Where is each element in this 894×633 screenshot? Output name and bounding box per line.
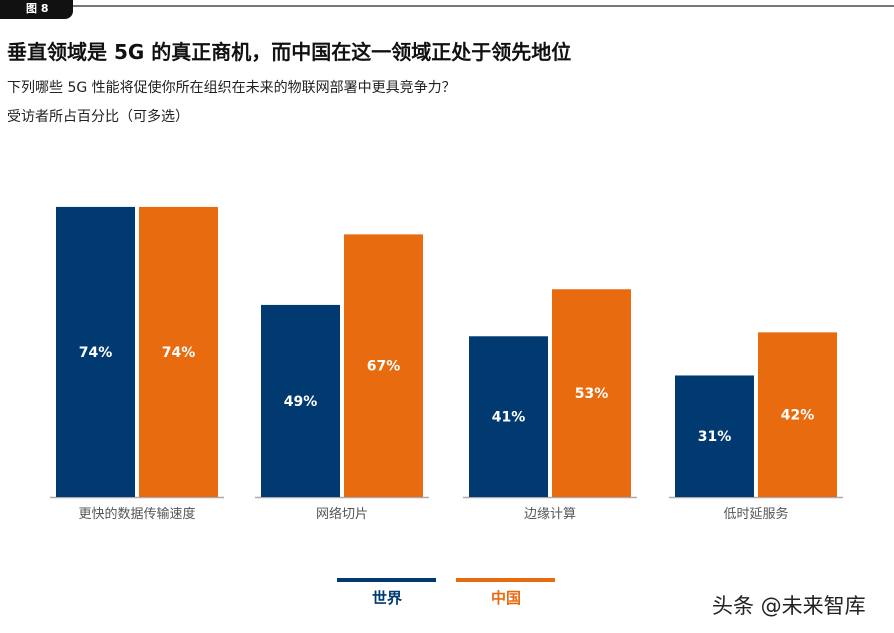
figure-label: 图 8 (0, 0, 73, 19)
chart-subtitle: 下列哪些 5G 性能将促使你所在组织在未来的物联网部署中更具竞争力？ (7, 80, 456, 96)
bar (552, 289, 631, 497)
bar (344, 234, 423, 498)
bar (469, 336, 548, 497)
bar (261, 304, 340, 497)
category-label: 网络切片 (316, 506, 368, 522)
category-label: 更快的数据传输速度 (78, 506, 195, 522)
data-label: 31% (698, 429, 732, 445)
bar (758, 332, 837, 497)
data-label: 53% (575, 386, 609, 402)
data-label: 67% (367, 359, 401, 375)
bar (139, 206, 218, 498)
category-label: 低时延服务 (723, 506, 788, 522)
data-label: 49% (284, 394, 318, 410)
data-label: 41% (492, 410, 526, 426)
watermark: 头条 @未来智库 (712, 594, 866, 618)
data-label: 74% (79, 345, 113, 361)
legend-label: 世界 (372, 589, 402, 607)
bar (675, 375, 754, 497)
header-rule (73, 5, 894, 7)
legend-label: 中国 (491, 589, 521, 607)
chart-note: 受访者所占百分比（可多选） (7, 109, 189, 125)
bar (56, 206, 135, 498)
data-label: 74% (162, 345, 196, 361)
chart-title: 垂直领域是 5G 的真正商机，而中国在这一领域正处于领先地位 (7, 40, 572, 64)
data-label: 42% (781, 408, 815, 424)
category-label: 边缘计算 (524, 507, 576, 522)
